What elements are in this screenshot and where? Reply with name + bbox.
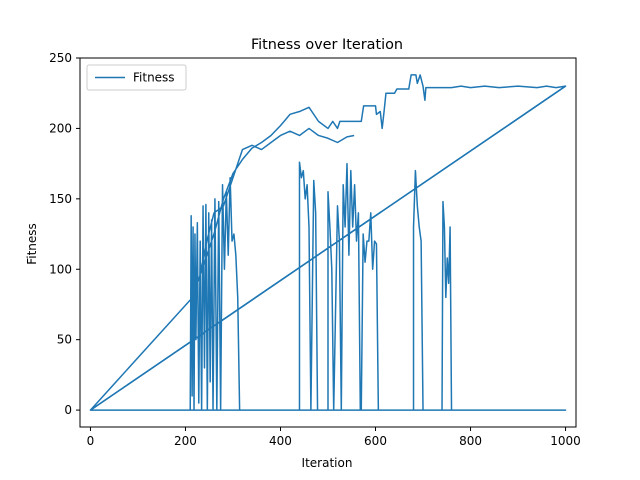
y-axis-label: Fitness <box>25 223 39 265</box>
axes-frame <box>79 57 577 428</box>
legend-box <box>86 64 187 91</box>
series-line-fitness <box>89 74 567 411</box>
legend-label-fitness: Fitness <box>133 71 175 85</box>
y-tick-label-150: 150 <box>49 192 72 206</box>
y-tick-label-50: 50 <box>57 333 72 347</box>
axes: 0 200 400 600 800 1000 0 50 100 150 200 250 <box>49 51 581 448</box>
x-tick-label-800: 800 <box>459 434 482 448</box>
x-tick-label-1000: 1000 <box>550 434 581 448</box>
x-tick-label-0: 0 <box>87 434 95 448</box>
y-tick-label-0: 0 <box>64 403 72 417</box>
series-line-segment <box>90 85 566 411</box>
y-tick-label-200: 200 <box>49 121 72 135</box>
y-tick-label-100: 100 <box>49 262 72 276</box>
chart-title: Fitness over Iteration <box>251 37 403 53</box>
legend: Fitness <box>86 64 187 91</box>
x-axis-label: Iteration <box>302 456 353 470</box>
plot-area <box>89 74 567 411</box>
x-tick-label-400: 400 <box>269 434 292 448</box>
x-tick-label-200: 200 <box>174 434 197 448</box>
y-tick-label-250: 250 <box>49 51 72 65</box>
x-tick-label-600: 600 <box>364 434 387 448</box>
